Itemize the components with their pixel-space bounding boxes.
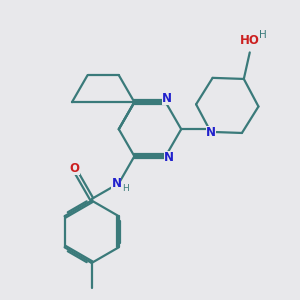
Text: HO: HO — [240, 34, 260, 47]
Text: H: H — [259, 30, 267, 40]
Text: N: N — [162, 92, 172, 105]
Text: N: N — [164, 151, 174, 164]
Text: N: N — [206, 126, 216, 139]
Text: N: N — [111, 177, 122, 190]
Text: O: O — [70, 162, 80, 175]
Text: H: H — [122, 184, 129, 193]
